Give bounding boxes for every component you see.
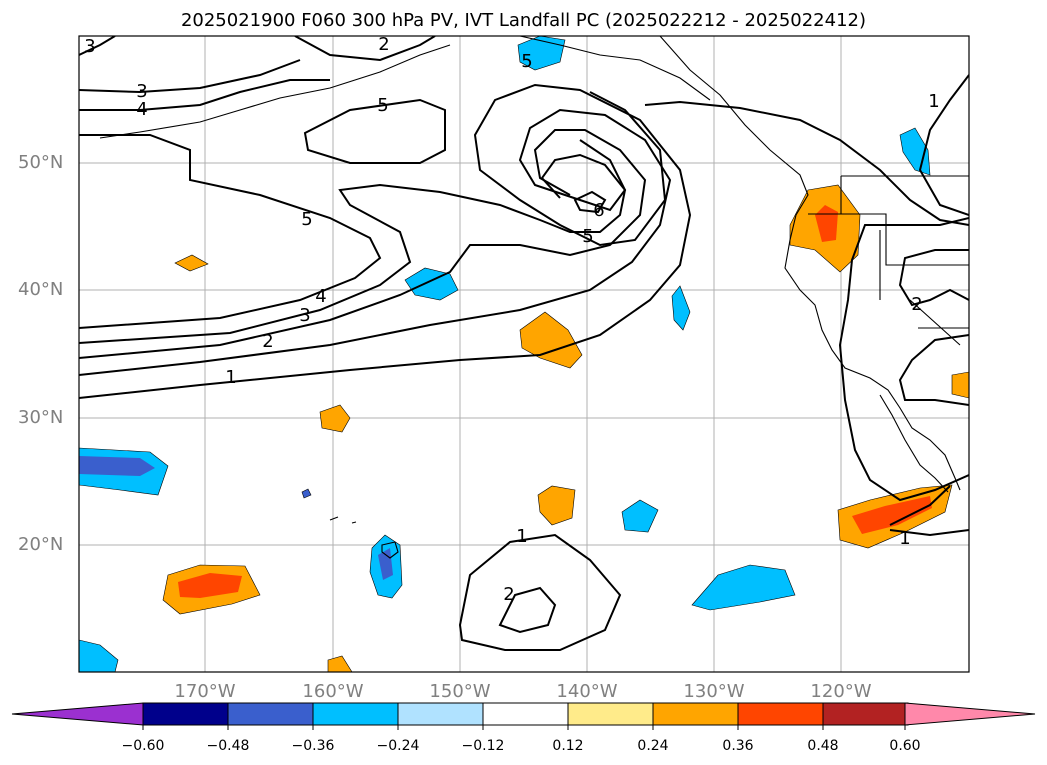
- colorbar-swatch: [737, 702, 824, 726]
- shade-blob: [378, 548, 393, 580]
- pv-contour: [79, 153, 627, 344]
- colorbar-tick-label: −0.24: [376, 738, 420, 754]
- pv-contour: [79, 129, 647, 359]
- shade-blob: [951, 371, 969, 399]
- colorbar-swatch: [312, 702, 399, 726]
- lon-label: 170°W: [174, 681, 236, 702]
- lon-label: 140°W: [556, 681, 618, 702]
- pv-contour: [838, 217, 969, 502]
- colorbar-swatch: [567, 702, 654, 726]
- pv-contour: [79, 83, 692, 399]
- shade-blob: [537, 485, 576, 526]
- alaska-coast: [519, 36, 711, 101]
- colorbar-extend-right: [904, 702, 1036, 726]
- contour-label: 2: [262, 331, 273, 352]
- contour-label: 2: [911, 294, 922, 315]
- pv-contour: [918, 74, 969, 216]
- colorbar-swatch: [142, 702, 229, 726]
- colorbar-tick-label: −0.36: [291, 738, 335, 754]
- pv-contour: [573, 190, 607, 214]
- shade-blob: [174, 254, 209, 272]
- colorbar-tick-label: −0.60: [121, 738, 165, 754]
- colorbar-swatch: [482, 702, 569, 726]
- shade-blob: [517, 36, 566, 71]
- colorbar-swatch: [227, 702, 314, 726]
- colorbar-tick-label: 0.48: [807, 738, 839, 754]
- pv-contour: [303, 98, 446, 164]
- map-title: 2025021900 F060 300 hPa PV, IVT Landfall…: [180, 10, 867, 31]
- pv-contour: [889, 485, 951, 526]
- colorbar-swatch: [652, 702, 739, 726]
- pv-contour: [889, 529, 969, 537]
- pv-contour: [79, 134, 382, 329]
- north-america-coast: [659, 36, 961, 491]
- coastlines: [99, 36, 969, 559]
- contour-label: 3: [84, 36, 95, 57]
- colorbar-tick-label: −0.12: [461, 738, 505, 754]
- pv-contours: [79, 36, 969, 651]
- shade-blob: [301, 488, 312, 499]
- colorbar-tick-label: −0.48: [206, 738, 250, 754]
- contour-label: 4: [315, 286, 326, 307]
- shade-blob: [852, 496, 932, 534]
- colorbar-extend-left: [11, 702, 144, 726]
- shade-blob: [319, 404, 351, 433]
- colorbar-swatch: [822, 702, 909, 726]
- colorbar-tick-label: 0.60: [889, 738, 921, 754]
- hawaii: [329, 516, 399, 559]
- colorbar-tick-label: 0.36: [722, 738, 754, 754]
- shade-blob: [621, 499, 659, 533]
- map-frame: [78, 35, 970, 673]
- pv-contour: [79, 79, 330, 111]
- contour-label: 1: [928, 91, 939, 112]
- contour-label: 1: [516, 526, 527, 547]
- colorbar: [11, 702, 1036, 730]
- pv-contour: [644, 100, 969, 226]
- pv-contour: [898, 249, 969, 307]
- aleutian-coast: [99, 44, 451, 139]
- contour-label: 3: [136, 81, 147, 102]
- lon-label: 130°W: [683, 681, 745, 702]
- shade-blob: [79, 639, 119, 672]
- lat-label: 20°N: [18, 534, 64, 555]
- pv-contour: [898, 334, 969, 406]
- lat-label: 50°N: [18, 152, 64, 173]
- pv-contour: [458, 533, 622, 651]
- contour-label: 5: [582, 226, 593, 247]
- border-states: [808, 176, 969, 346]
- pv-contour: [79, 59, 301, 94]
- shade-blob: [327, 655, 353, 672]
- lon-label: 160°W: [302, 681, 364, 702]
- shade-blob: [671, 285, 691, 331]
- shade-blob: [79, 456, 155, 476]
- contour-label: 1: [899, 528, 910, 549]
- shade-blob: [404, 267, 459, 301]
- contour-label: 4: [136, 99, 147, 120]
- lon-label: 120°W: [810, 681, 872, 702]
- contour-label: 3: [299, 305, 310, 326]
- ivt-shading: [79, 36, 969, 672]
- shade-blob: [691, 564, 796, 611]
- contour-label: 2: [503, 584, 514, 605]
- lat-label: 40°N: [18, 279, 64, 300]
- pv-contour: [498, 586, 557, 634]
- shade-blob: [178, 573, 242, 598]
- colorbar-swatch: [397, 702, 484, 726]
- contour-label: 2: [378, 34, 389, 55]
- pv-contour: [79, 108, 672, 376]
- colorbar-tick-label: 0.12: [552, 738, 584, 754]
- contour-label: 5: [521, 51, 532, 72]
- lat-label: 30°N: [18, 407, 64, 428]
- baja-coast: [879, 394, 949, 493]
- contour-label: 5: [377, 95, 388, 116]
- shade-blob: [519, 311, 583, 369]
- pv-contour: [79, 36, 116, 56]
- colorbar-tick-label: 0.24: [637, 738, 669, 754]
- contour-label: 6: [593, 200, 604, 221]
- contour-label: 1: [225, 367, 236, 388]
- lon-label: 150°W: [429, 681, 491, 702]
- contour-label: 5: [301, 209, 312, 230]
- pv-contour: [294, 36, 436, 62]
